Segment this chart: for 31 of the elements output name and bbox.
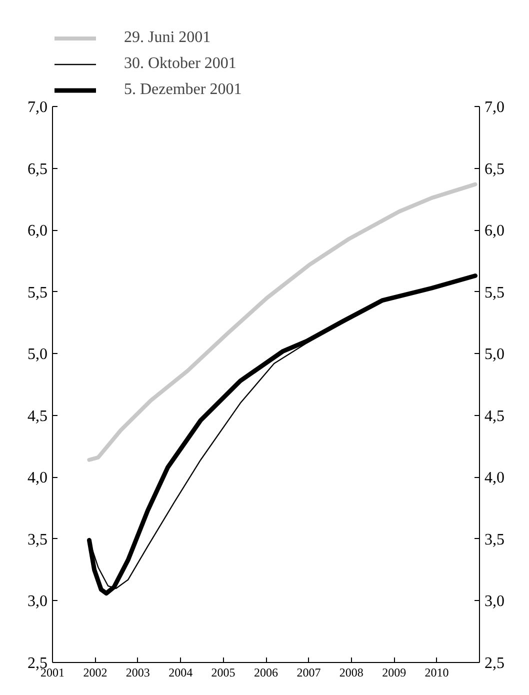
y2-tick-label: 7,0 (484, 99, 504, 116)
x-tick-label: 2010 (424, 666, 449, 680)
x-tick-label: 2005 (211, 666, 236, 680)
y-tick-label: 4,5 (28, 408, 48, 425)
y2-tick-label: 4,5 (484, 408, 504, 425)
x-tick-label: 2006 (254, 666, 278, 680)
y2-tick-label: 6,0 (484, 222, 504, 240)
x-tick-label: 2004 (168, 666, 193, 680)
x-tick-label: 2007 (296, 666, 321, 680)
legend-label: 5. Dezember 2001 (124, 80, 242, 100)
y2-tick-label: 3,5 (484, 531, 504, 548)
legend-label: 30. Oktober 2001 (124, 54, 236, 74)
y2-tick-label: 5,0 (484, 346, 504, 364)
y-tick-label: 5,0 (28, 346, 48, 364)
y2-tick-label: 2,5 (484, 655, 504, 672)
x-tick-label: 2009 (382, 666, 406, 680)
y2-tick-label: 3,0 (484, 593, 504, 610)
y-tick-label: 3,0 (28, 593, 48, 610)
y-tick-label: 3,5 (28, 531, 48, 548)
y-tick-label: 4,0 (28, 470, 48, 487)
y-tick-label: 7,0 (28, 99, 48, 116)
x-tick-label: 2008 (339, 666, 364, 680)
y-tick-label: 6,0 (28, 222, 48, 240)
y-tick-label: 5,5 (28, 284, 48, 302)
y-tick-label: 6,5 (28, 160, 48, 178)
y2-tick-label: 4,0 (484, 470, 504, 487)
x-tick-label: 2002 (83, 666, 108, 680)
y2-tick-label: 5,5 (484, 284, 504, 302)
legend-label: 29. Juni 2001 (124, 28, 211, 48)
y2-tick-label: 6,5 (484, 160, 504, 178)
x-tick-label: 2003 (126, 666, 150, 680)
